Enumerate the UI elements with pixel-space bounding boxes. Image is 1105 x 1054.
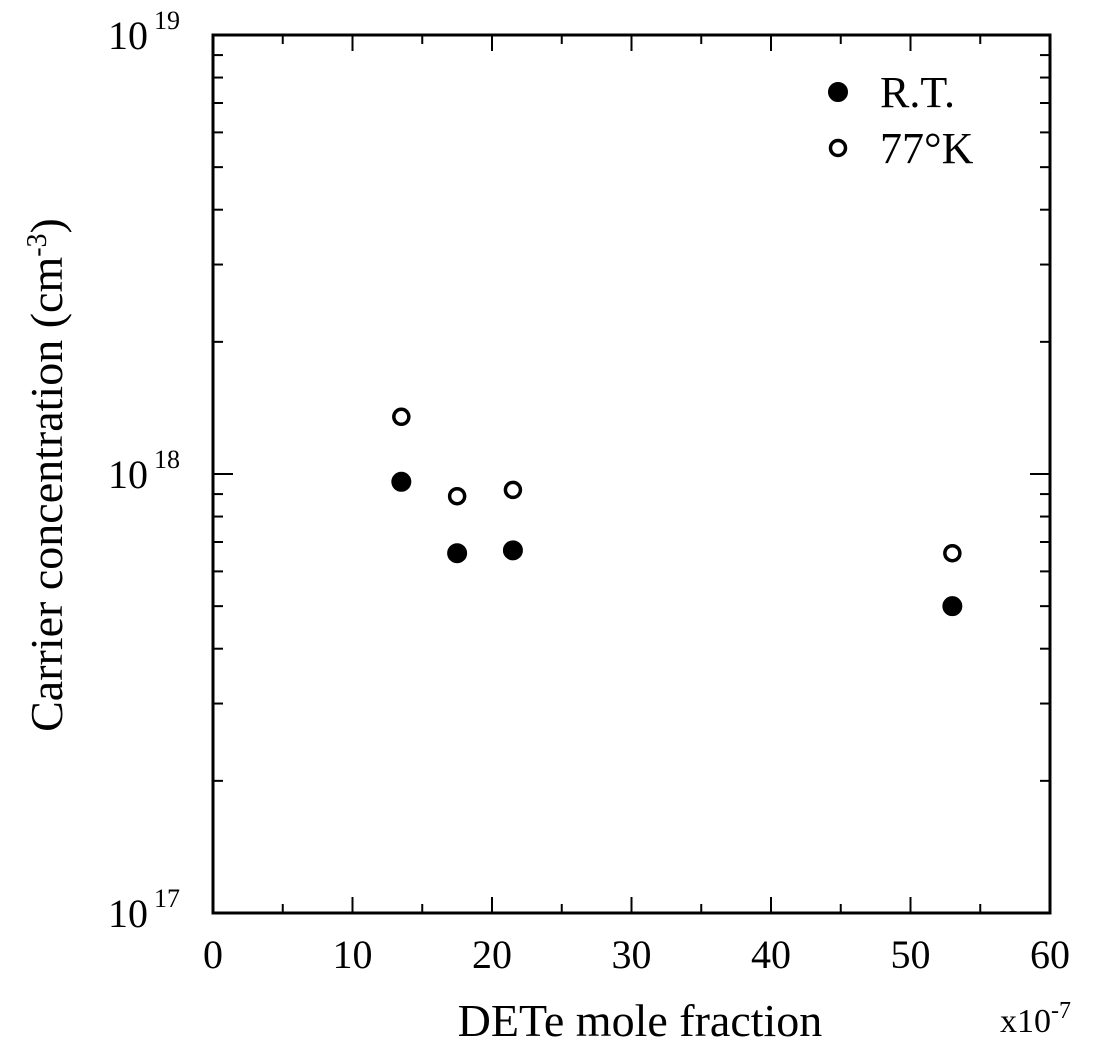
y-title-sup: -3 <box>22 233 53 256</box>
x-tick-label: 30 <box>612 932 652 977</box>
x-axis-title: DETe mole fraction <box>458 995 823 1046</box>
x-axis-ticks: 0 10 20 30 40 50 60 <box>203 35 1070 977</box>
y-tick-exp: 17 <box>154 884 180 913</box>
x-tick-label: 60 <box>1030 932 1070 977</box>
point-77k <box>392 407 411 427</box>
y-tick-label: 10 17 <box>108 884 180 936</box>
point-rt <box>942 596 963 617</box>
point-rt <box>502 540 523 561</box>
data-points <box>391 407 963 617</box>
y-axis-title: Carrier concentration (cm-3) <box>21 218 72 732</box>
legend: R.T. 77°K <box>828 68 974 173</box>
y-title-main: Carrier concentration (cm <box>21 257 72 732</box>
point-rt <box>391 471 412 492</box>
y-tick-label: 10 18 <box>108 445 180 497</box>
x-axis-multiplier: x10-7 <box>1000 998 1071 1040</box>
y-tick-label: 10 19 <box>108 6 180 58</box>
legend-marker-77k <box>828 138 848 158</box>
y-tick-exp: 19 <box>154 6 180 35</box>
y-tick-base: 10 <box>108 452 148 497</box>
x-tick-label: 0 <box>203 932 223 977</box>
x-multiplier-base: x10 <box>1000 1003 1051 1040</box>
y-tick-base: 10 <box>108 891 148 936</box>
x-tick-label: 50 <box>891 932 931 977</box>
x-tick-label: 40 <box>751 932 791 977</box>
y-tick-base: 10 <box>108 13 148 58</box>
legend-marker-rt <box>828 82 848 102</box>
legend-label-77k: 77°K <box>880 124 974 173</box>
x-tick-label: 20 <box>472 932 512 977</box>
y-tick-exp: 18 <box>154 445 180 474</box>
x-multiplier-exp: -7 <box>1051 998 1071 1024</box>
point-77k <box>447 486 467 506</box>
point-77k <box>503 480 523 500</box>
point-77k <box>943 543 962 563</box>
y-title-close: ) <box>21 218 72 233</box>
point-rt <box>447 543 468 564</box>
x-tick-label: 10 <box>333 932 373 977</box>
legend-label-rt: R.T. <box>880 68 955 117</box>
